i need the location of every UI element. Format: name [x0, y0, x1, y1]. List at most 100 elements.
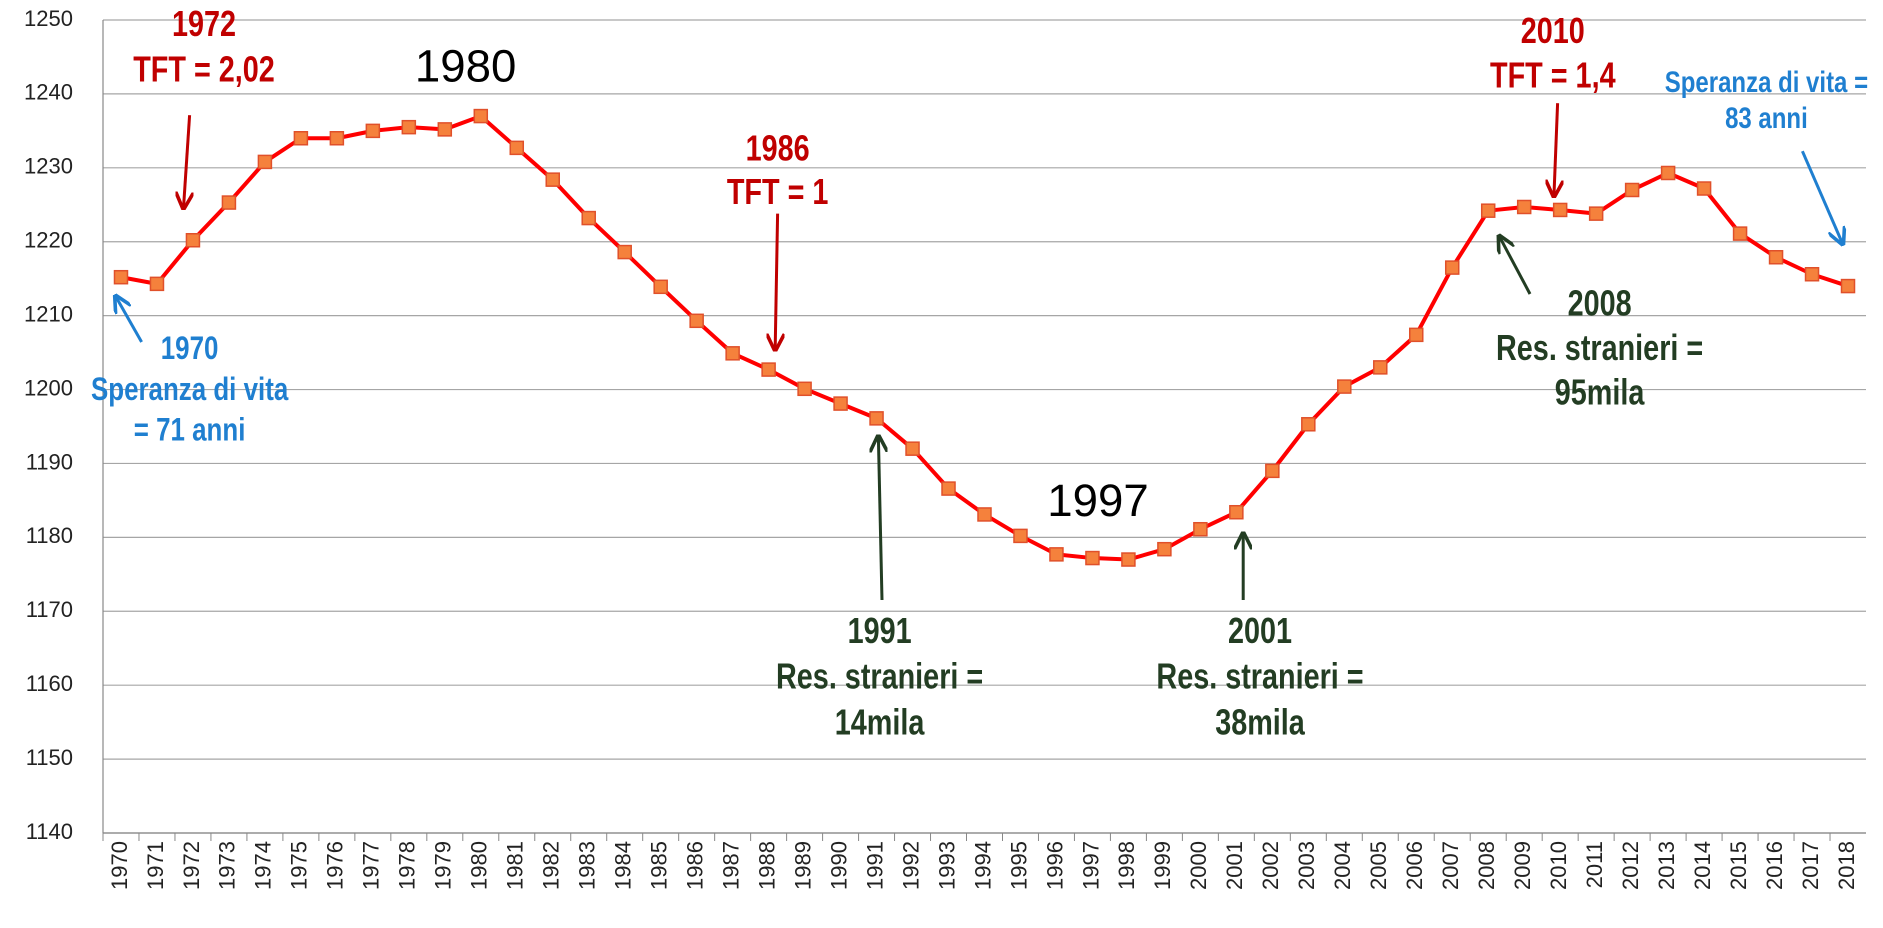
x-tick-label: 1980: [467, 841, 492, 890]
data-point: [1732, 226, 1748, 241]
data-point: [941, 481, 956, 496]
annotation: Speranza di vita =83 anni: [1665, 64, 1868, 242]
x-tick-label: 1987: [718, 841, 743, 890]
data-point: [1121, 552, 1136, 567]
data-point: [1049, 547, 1064, 562]
annotation: 1970 Speranza di vita = 71 anni: [91, 298, 289, 448]
annotation-text: 95mila: [1555, 371, 1645, 412]
data-point: [509, 140, 525, 156]
data-point: [1337, 379, 1352, 394]
data-point: [1804, 266, 1820, 282]
annotation-text: = 71 anni: [134, 412, 246, 448]
data-point: [797, 381, 812, 397]
annotation-text: Speranza di vita =: [1665, 64, 1868, 98]
x-tick-label: 1999: [1150, 841, 1175, 890]
annotation-text: 83 anni: [1725, 100, 1808, 134]
annotation: 1980: [415, 41, 516, 92]
x-tick-label: 1988: [754, 841, 779, 890]
data-point: [545, 172, 560, 187]
data-point: [1516, 199, 1532, 215]
annotation-text: 1991: [848, 610, 912, 651]
x-tick-label: 2000: [1186, 841, 1211, 890]
data-point: [1265, 463, 1280, 479]
x-tick-label: 1990: [826, 841, 851, 890]
x-tick-label: 2017: [1798, 841, 1823, 890]
data-point: [329, 131, 345, 146]
annotation-text: TFT = 1: [727, 171, 829, 212]
data-point: [365, 123, 381, 139]
data-point: [1013, 528, 1028, 544]
data-point: [293, 131, 309, 146]
y-tick-label: 1150: [26, 745, 73, 770]
x-tick-label: 2015: [1726, 841, 1751, 890]
x-tick-label: 2005: [1366, 841, 1391, 890]
data-point: [1768, 249, 1784, 265]
x-tick-label: 1971: [143, 841, 168, 890]
x-tick-label: 2011: [1582, 841, 1607, 888]
data-point: [1301, 417, 1316, 432]
y-tick-label: 1220: [24, 228, 73, 253]
x-tick-label: 2007: [1438, 841, 1463, 890]
x-tick-label: 2009: [1510, 841, 1535, 890]
annotation-arrow: [1801, 150, 1842, 242]
x-tick-label: 2016: [1762, 841, 1787, 890]
x-tick-label: 1989: [790, 841, 815, 890]
data-point: [437, 122, 453, 137]
data-point: [1660, 165, 1676, 181]
x-tick-label: 1983: [575, 841, 600, 890]
y-tick-label: 1190: [26, 449, 73, 474]
data-point: [1552, 202, 1568, 218]
annotation-text: 14mila: [835, 701, 925, 742]
data-point: [185, 232, 201, 248]
x-tick-label: 1982: [539, 841, 564, 890]
data-point: [1840, 278, 1856, 294]
y-tick-label: 1160: [26, 671, 73, 696]
x-tick-label: 2006: [1402, 841, 1427, 890]
x-tick-label: 1979: [431, 841, 456, 890]
annotation-text: Res. stranieri =: [1156, 656, 1363, 697]
data-point: [257, 154, 273, 170]
y-tick-label: 1180: [26, 523, 73, 548]
data-point: [149, 276, 165, 292]
x-tick-label: 2003: [1294, 841, 1319, 890]
annotation-text: TFT = 2,02: [133, 48, 275, 89]
data-point: [1409, 327, 1424, 343]
data-point: [1229, 504, 1244, 520]
x-tick-label: 2013: [1654, 841, 1679, 890]
annotation-arrow: [1500, 238, 1532, 295]
data-point: [1444, 260, 1460, 275]
annotation-text: TFT = 1,4: [1490, 54, 1616, 95]
y-tick-label: 1250: [24, 6, 73, 31]
x-tick-label: 2002: [1258, 841, 1283, 890]
y-tick-label: 1230: [24, 154, 73, 179]
annotation-text: Res. stranieri =: [776, 656, 983, 697]
data-point: [113, 269, 129, 285]
x-tick-label: 1974: [251, 841, 276, 890]
data-point: [689, 313, 704, 329]
annotation-arrow: [184, 115, 190, 206]
data-point: [617, 244, 632, 260]
data-point: [1157, 541, 1172, 557]
data-point: [869, 411, 884, 426]
data-point: [653, 279, 668, 295]
data-point: [1480, 203, 1496, 218]
x-tick-label: 1996: [1042, 841, 1067, 890]
annotation-text: 1972: [172, 3, 236, 44]
annotation-text: 2010: [1521, 10, 1585, 51]
annotation-text: 38mila: [1215, 701, 1305, 742]
x-tick-label: 1970: [107, 841, 132, 890]
y-tick-label: 1240: [24, 80, 73, 105]
data-point: [833, 396, 848, 411]
x-tick-label: 2018: [1834, 841, 1859, 890]
x-tick-label: 2012: [1618, 841, 1643, 890]
data-point: [1193, 521, 1208, 537]
x-tick-label: 1986: [682, 841, 707, 890]
y-tick-label: 1200: [24, 375, 73, 400]
y-tick-label: 1210: [24, 301, 73, 326]
x-tick-label: 2004: [1330, 841, 1355, 890]
x-tick-label: 1976: [323, 841, 348, 890]
x-tick-label: 1993: [934, 841, 959, 890]
